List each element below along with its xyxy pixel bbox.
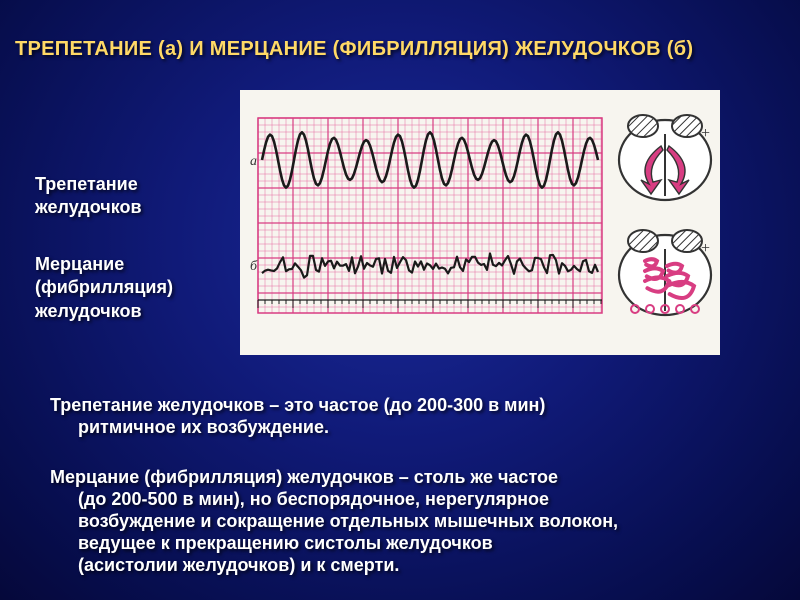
svg-text:б: б bbox=[250, 259, 258, 274]
ecg-figure: а б + + bbox=[240, 90, 720, 355]
svg-text:+: + bbox=[701, 240, 710, 257]
para-b-line4: ведущее к прекращению систолы желудочков bbox=[50, 533, 765, 555]
para-b-line2: (до 200-500 в мин), но беспорядочное, не… bbox=[50, 489, 765, 511]
para-a-line1: Трепетание желудочков – это частое (до 2… bbox=[50, 395, 545, 415]
definition-fibrillation: Мерцание (фибрилляция) желудочков – стол… bbox=[50, 467, 765, 577]
label-fibrillation: Мерцание (фибрилляция) желудочков bbox=[35, 253, 235, 323]
svg-text:+: + bbox=[701, 125, 710, 142]
para-b-line3: возбуждение и сокращение отдельных мышеч… bbox=[50, 511, 765, 533]
label-fib-line2: (фибрилляция) bbox=[35, 277, 173, 297]
para-a-line2: ритмичное их возбуждение. bbox=[50, 417, 765, 439]
slide-title: ТРЕПЕТАНИЕ (а) И МЕРЦАНИЕ (ФИБРИЛЛЯЦИЯ) … bbox=[15, 38, 785, 61]
label-flutter: Трепетание желудочков bbox=[35, 173, 235, 220]
label-fib-line3: желудочков bbox=[35, 301, 142, 321]
slide: ТРЕПЕТАНИЕ (а) И МЕРЦАНИЕ (ФИБРИЛЛЯЦИЯ) … bbox=[0, 0, 800, 600]
label-fib-line1: Мерцание bbox=[35, 254, 124, 274]
ecg-svg: а б + + bbox=[240, 90, 720, 355]
label-flutter-line1: Трепетание bbox=[35, 174, 138, 194]
para-b-line1: Мерцание (фибрилляция) желудочков – стол… bbox=[50, 467, 558, 487]
svg-text:а: а bbox=[250, 154, 257, 169]
definition-flutter: Трепетание желудочков – это частое (до 2… bbox=[50, 395, 765, 439]
para-b-line5: (асистолии желудочков) и к смерти. bbox=[50, 555, 765, 577]
label-flutter-line2: желудочков bbox=[35, 197, 142, 217]
